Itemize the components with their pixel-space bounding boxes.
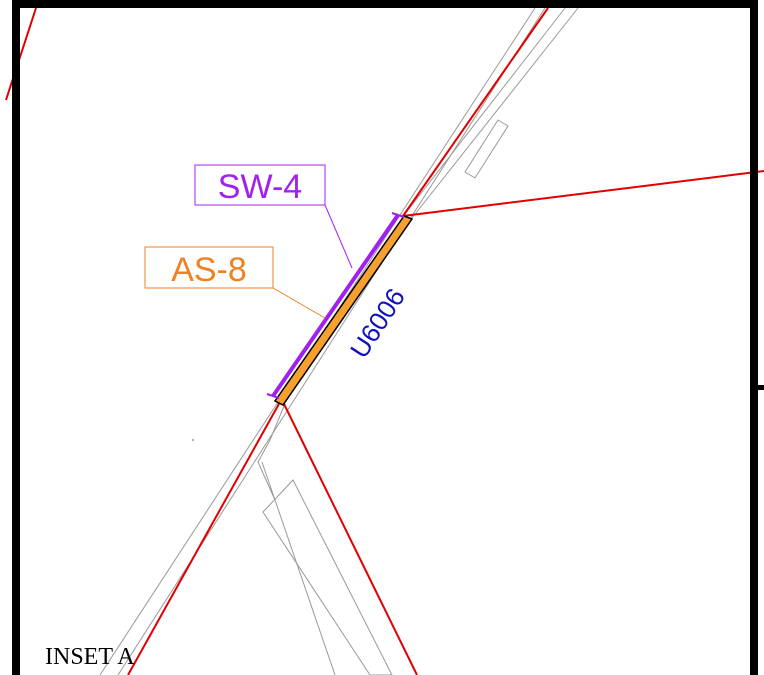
frame-left: [12, 0, 20, 675]
works-area: [273, 215, 414, 406]
dot: [192, 439, 194, 441]
sw-label: SW-4: [218, 168, 302, 206]
sw-end: [266, 393, 280, 399]
as-label-box: [144, 246, 274, 289]
building: [464, 119, 509, 179]
sw-segment: [271, 213, 400, 398]
frame: [12, 0, 764, 675]
boundary: [127, 401, 281, 675]
sw-label-box: [194, 164, 326, 206]
boundary: [402, 170, 764, 217]
boundary: [5, 7, 37, 101]
road-edge: [404, 7, 566, 215]
sw-leader: [324, 204, 353, 269]
road-edge: [411, 7, 579, 219]
boundary: [402, 7, 549, 217]
sw-end: [391, 212, 405, 218]
boundary: [283, 403, 418, 675]
inset-label: INSET A: [45, 644, 135, 670]
boundaries: [5, 7, 764, 675]
kerb: [261, 461, 336, 675]
frame-top: [12, 0, 758, 8]
frame-right: [750, 0, 758, 675]
kerb: [257, 405, 285, 501]
building: [262, 479, 393, 675]
frame-tick: [758, 385, 764, 390]
as-label: AS-8: [171, 251, 247, 289]
sw-line: [266, 212, 405, 399]
road-edges: [99, 7, 579, 675]
as-leader: [272, 287, 326, 319]
